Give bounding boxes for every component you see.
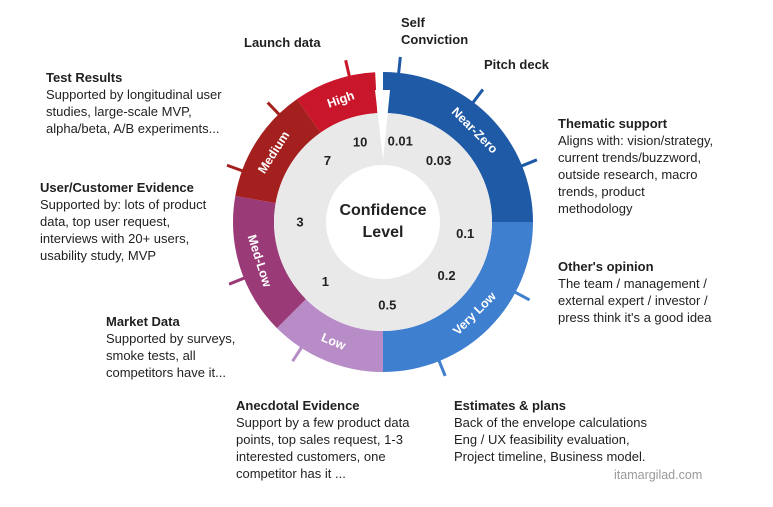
confidence-value: 0.01: [388, 133, 413, 148]
credit-text: itamargilad.com: [614, 468, 703, 482]
confidence-value: 0.2: [438, 268, 456, 283]
segment-near-zero: [383, 72, 533, 222]
confidence-value: 1: [322, 274, 329, 289]
confidence-value: 0.03: [426, 153, 451, 168]
segment-medium: [235, 99, 321, 204]
connector-tick: [228, 276, 247, 286]
connector-tick: [512, 290, 531, 302]
evidence-user-customer: User/Customer Evidence Supported by: lot…: [40, 180, 207, 263]
connector-tick: [266, 101, 282, 117]
confidence-value: 0.5: [378, 297, 396, 312]
connector-tick: [519, 158, 538, 168]
connector-tick: [291, 345, 304, 363]
evidence-thematic-support: Thematic support Aligns with: vision/str…: [558, 116, 714, 216]
center-title: Confidence Level: [313, 200, 453, 244]
connector-tick: [470, 88, 485, 105]
gap-wedge: [375, 90, 390, 160]
segment-very-low: [383, 222, 533, 372]
evidence-estimates-plans: Estimates & plans Back of the envelope c…: [454, 398, 647, 464]
center-title-line2: Level: [362, 224, 404, 241]
segment-high: [296, 72, 378, 133]
evidence-others-opinion: Other's opinion The team / management / …: [558, 259, 712, 325]
connector-tick: [396, 56, 402, 75]
evidence-self-conviction: Self Conviction: [401, 15, 469, 47]
evidence-anecdotal: Anecdotal Evidence Support by a few prod…: [236, 398, 410, 481]
evidence-market-data: Market Data Supported by surveys, smoke …: [106, 314, 236, 380]
connector-tick: [344, 59, 352, 79]
center-disc: [326, 165, 440, 279]
evidence-launch-data: Launch data: [244, 35, 321, 50]
segment-med-low: [233, 195, 306, 329]
evidence-pitch-deck: Pitch deck: [484, 57, 550, 72]
confidence-value: 7: [324, 153, 331, 168]
confidence-value: 10: [353, 135, 367, 150]
center-title-line1: Confidence: [339, 202, 427, 219]
evidence-test-results: Test Results Supported by longitudinal u…: [46, 70, 222, 136]
segment-low: [276, 299, 383, 372]
confidence-value: 3: [296, 215, 303, 230]
connector-tick: [437, 358, 447, 377]
connector-tick: [226, 163, 245, 173]
confidence-value: 0.1: [456, 226, 474, 241]
